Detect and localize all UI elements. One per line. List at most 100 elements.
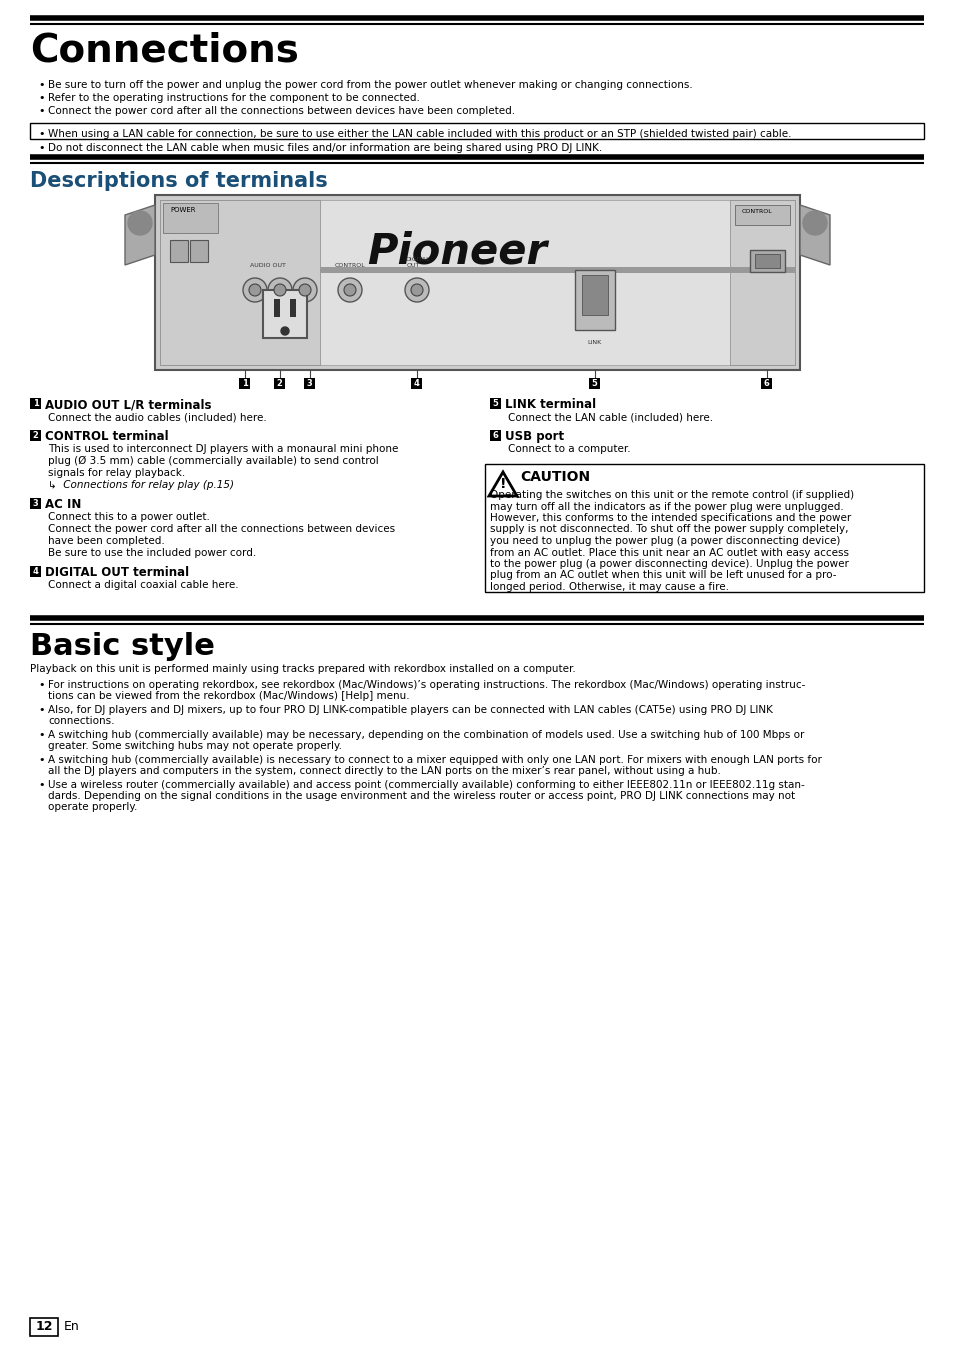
Bar	[160, 200, 319, 365]
Text: connections.: connections.	[48, 716, 114, 727]
Circle shape	[249, 284, 261, 297]
Text: 2: 2	[276, 379, 282, 388]
Text: 6: 6	[492, 431, 497, 439]
Text: Be sure to use the included power cord.: Be sure to use the included power cord.	[48, 549, 256, 558]
Text: Connect the power cord after all the connections between devices: Connect the power cord after all the con…	[48, 524, 395, 534]
Bar	[30, 123, 923, 139]
Text: Connect to a computer.: Connect to a computer.	[507, 443, 630, 454]
Text: USB port: USB port	[504, 430, 563, 443]
Text: longed period. Otherwise, it may cause a fire.: longed period. Otherwise, it may cause a…	[490, 582, 728, 592]
Text: 1: 1	[32, 399, 38, 408]
Text: AUDIO OUT: AUDIO OUT	[250, 263, 286, 268]
Circle shape	[274, 284, 286, 297]
Text: Pioneer: Pioneer	[367, 231, 547, 272]
Text: Do not disconnect the LAN cable when music files and/or information are being sh: Do not disconnect the LAN cable when mus…	[48, 143, 601, 154]
Text: 1: 1	[241, 379, 247, 388]
Text: !: !	[499, 477, 506, 491]
Text: En: En	[64, 1321, 80, 1333]
Bar	[170, 240, 188, 262]
Text: Connect the audio cables (included) here.: Connect the audio cables (included) here…	[48, 412, 267, 422]
Circle shape	[128, 212, 152, 235]
Circle shape	[293, 278, 316, 302]
Text: This is used to interconnect DJ players with a monaural mini phone: This is used to interconnect DJ players …	[48, 443, 398, 454]
Text: operate properly.: operate properly.	[48, 802, 137, 811]
Text: 6: 6	[762, 379, 769, 388]
Bar	[154, 195, 800, 369]
Text: •: •	[38, 731, 45, 740]
Circle shape	[281, 328, 289, 336]
Bar	[263, 290, 307, 338]
Bar	[581, 275, 607, 315]
Bar	[30, 566, 41, 577]
Text: 12: 12	[35, 1321, 52, 1333]
Text: 2: 2	[32, 431, 38, 439]
Polygon shape	[800, 205, 829, 266]
Text: greater. Some switching hubs may not operate properly.: greater. Some switching hubs may not ope…	[48, 741, 341, 751]
Bar	[749, 249, 784, 272]
Circle shape	[344, 284, 355, 297]
Text: •: •	[38, 93, 45, 102]
Text: DIGITAL OUT terminal: DIGITAL OUT terminal	[45, 566, 189, 580]
Text: from an AC outlet. Place this unit near an AC outlet with easy access: from an AC outlet. Place this unit near …	[490, 547, 848, 558]
Text: However, this conforms to the intended specifications and the power: However, this conforms to the intended s…	[490, 514, 850, 523]
Text: CONTROL: CONTROL	[741, 209, 772, 214]
Text: •: •	[38, 143, 45, 154]
Circle shape	[411, 284, 422, 297]
Text: Connect this to a power outlet.: Connect this to a power outlet.	[48, 512, 210, 522]
Bar	[490, 430, 500, 441]
Text: •: •	[38, 106, 45, 116]
Text: Use a wireless router (commercially available) and access point (commercially av: Use a wireless router (commercially avai…	[48, 780, 804, 790]
Text: LINK: LINK	[587, 340, 601, 345]
Circle shape	[268, 278, 292, 302]
Bar	[734, 205, 789, 225]
Bar	[484, 464, 923, 592]
Text: plug from an AC outlet when this unit will be left unused for a pro-: plug from an AC outlet when this unit wi…	[490, 570, 836, 581]
Bar	[30, 497, 41, 510]
Text: supply is not disconnected. To shut off the power supply completely,: supply is not disconnected. To shut off …	[490, 524, 847, 535]
Text: Connect a digital coaxial cable here.: Connect a digital coaxial cable here.	[48, 580, 238, 590]
Bar	[304, 377, 314, 390]
Bar	[490, 398, 500, 408]
Bar	[575, 270, 615, 330]
Text: Basic style: Basic style	[30, 632, 214, 661]
Text: •: •	[38, 755, 45, 766]
Bar	[411, 377, 421, 390]
Text: ↳  Connections for relay play (p.15): ↳ Connections for relay play (p.15)	[48, 480, 233, 491]
Text: 3: 3	[32, 499, 38, 508]
Polygon shape	[125, 205, 154, 266]
Bar	[760, 377, 771, 390]
Text: 5: 5	[591, 379, 597, 388]
Text: AC IN: AC IN	[45, 497, 81, 511]
Text: •: •	[38, 705, 45, 714]
Text: For instructions on operating rekordbox, see rekordbox (Mac/Windows)’s operating: For instructions on operating rekordbox,…	[48, 679, 804, 690]
Bar	[30, 398, 41, 408]
Text: A switching hub (commercially available) may be necessary, depending on the comb: A switching hub (commercially available)…	[48, 731, 803, 740]
Text: Descriptions of terminals: Descriptions of terminals	[30, 171, 328, 191]
Text: 4: 4	[32, 568, 38, 576]
Text: Also, for DJ players and DJ mixers, up to four PRO DJ LINK-compatible players ca: Also, for DJ players and DJ mixers, up t…	[48, 705, 772, 714]
Bar	[754, 253, 780, 268]
Bar	[274, 377, 285, 390]
Bar	[160, 200, 794, 365]
Bar	[588, 377, 599, 390]
Bar	[729, 200, 794, 365]
Text: 5: 5	[492, 399, 497, 408]
Text: OUT: OUT	[407, 263, 420, 268]
Bar	[239, 377, 250, 390]
Text: all the DJ players and computers in the system, connect directly to the LAN port: all the DJ players and computers in the …	[48, 766, 720, 776]
Text: signals for relay playback.: signals for relay playback.	[48, 468, 185, 479]
Text: Connect the LAN cable (included) here.: Connect the LAN cable (included) here.	[507, 412, 713, 422]
Bar	[319, 267, 794, 274]
Circle shape	[802, 212, 826, 235]
Text: may turn off all the indicators as if the power plug were unplugged.: may turn off all the indicators as if th…	[490, 501, 842, 511]
Circle shape	[405, 278, 429, 302]
Bar	[30, 430, 41, 441]
Text: When using a LAN cable for connection, be sure to use either the LAN cable inclu: When using a LAN cable for connection, b…	[48, 129, 791, 139]
Text: LINK terminal: LINK terminal	[504, 398, 596, 411]
Text: A switching hub (commercially available) is necessary to connect to a mixer equi: A switching hub (commercially available)…	[48, 755, 821, 766]
Bar	[190, 240, 208, 262]
Text: Connect the power cord after all the connections between devices have been compl: Connect the power cord after all the con…	[48, 106, 515, 116]
Text: Refer to the operating instructions for the component to be connected.: Refer to the operating instructions for …	[48, 93, 419, 102]
Text: Operating the switches on this unit or the remote control (if supplied): Operating the switches on this unit or t…	[490, 491, 853, 500]
Text: to the power plug (a power disconnecting device). Unplug the power: to the power plug (a power disconnecting…	[490, 559, 848, 569]
